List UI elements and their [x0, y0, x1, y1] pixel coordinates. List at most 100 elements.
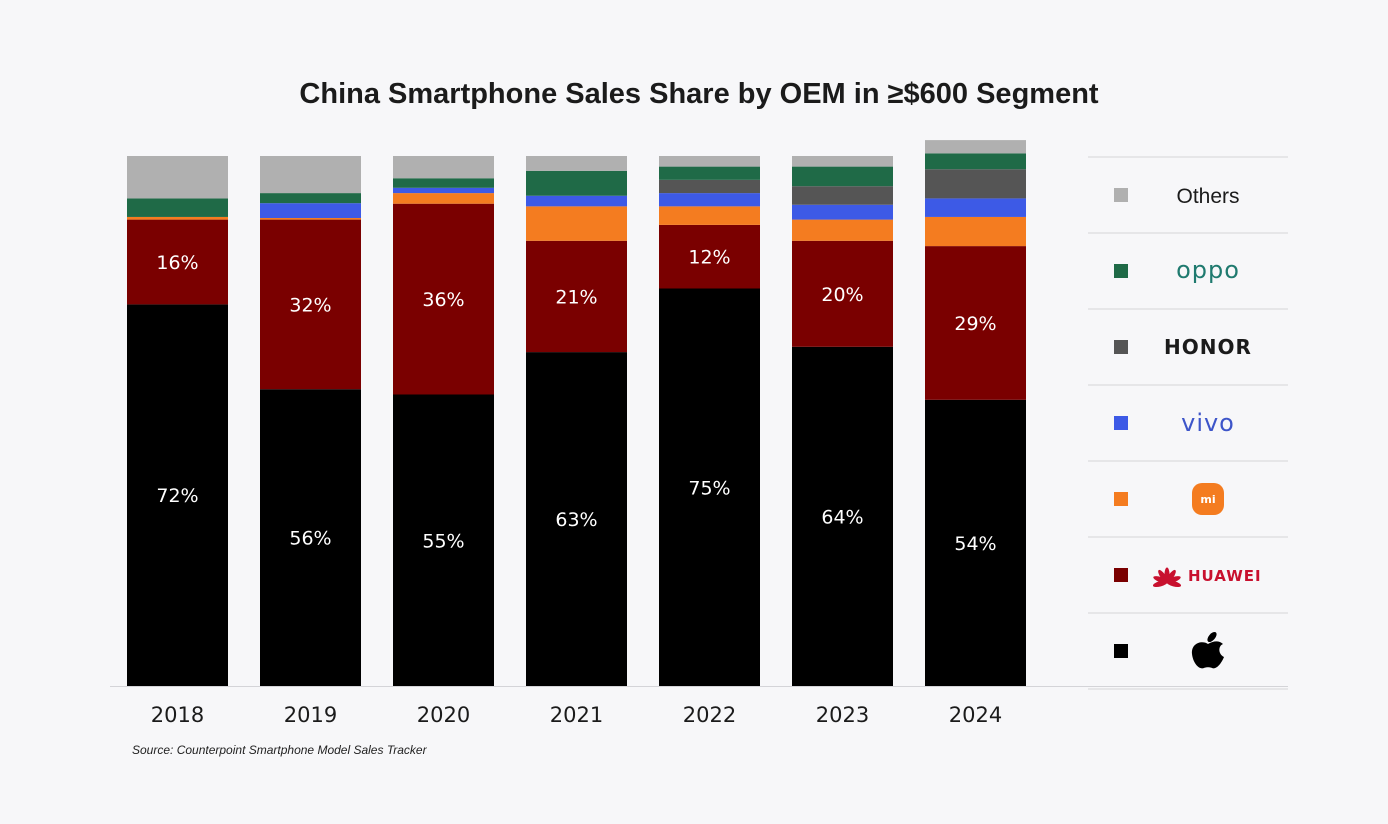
- bar-segment-huawei-2022: [659, 224, 760, 289]
- legend-swatch-xiaomi: [1114, 492, 1128, 506]
- legend-swatch-huawei: [1114, 568, 1128, 582]
- bar-segment-xiaomi-2022: [659, 206, 760, 225]
- data-label-huawei-2024: 29%: [954, 313, 996, 335]
- bar-segment-others-2021: [526, 156, 627, 171]
- chart-title: China Smartphone Sales Share by OEM in ≥…: [299, 78, 1098, 110]
- data-label-huawei-2019: 32%: [289, 294, 331, 316]
- bar-segment-oppo-2019: [260, 193, 361, 204]
- data-label-huawei-2021: 21%: [555, 286, 597, 308]
- x-tick-label-2022: 2022: [683, 703, 736, 727]
- bar-segment-apple-2021: [526, 352, 627, 686]
- bar-segment-oppo-2023: [792, 166, 893, 187]
- xiaomi-logo: mi: [1192, 483, 1224, 515]
- data-label-apple-2023: 64%: [821, 506, 863, 528]
- bar-segment-vivo-2020: [393, 187, 494, 194]
- bar-segment-others-2024: [925, 140, 1026, 154]
- data-label-apple-2018: 72%: [156, 485, 198, 507]
- oppo-logo: oppo: [1176, 256, 1240, 284]
- legend-item-huawei: HUAWEI: [1114, 567, 1262, 587]
- bar-segment-honor-2024: [925, 169, 1026, 199]
- bar-segment-oppo-2022: [659, 166, 760, 180]
- data-label-apple-2022: 75%: [688, 477, 730, 499]
- data-label-huawei-2020: 36%: [422, 289, 464, 311]
- bar-segment-vivo-2024: [925, 198, 1026, 217]
- legend-item-oppo: oppo: [1114, 256, 1240, 284]
- huawei-logo-text: HUAWEI: [1188, 567, 1262, 585]
- bar-segment-others-2022: [659, 156, 760, 167]
- bar-segment-huawei-2018: [127, 219, 228, 305]
- legend-swatch-vivo: [1114, 416, 1128, 430]
- bar-segment-others-2019: [260, 156, 361, 194]
- apple-logo-leaf: [1207, 631, 1217, 643]
- bar-segment-huawei-2023: [792, 240, 893, 347]
- bar-segment-vivo-2021: [526, 195, 627, 207]
- data-label-apple-2021: 63%: [555, 509, 597, 531]
- huawei-logo: HUAWEI: [1152, 567, 1262, 587]
- bar-segment-apple-2020: [393, 394, 494, 686]
- bar-segment-apple-2023: [792, 346, 893, 686]
- honor-logo: HONOR: [1164, 335, 1252, 359]
- data-labels-layer: 72% 16% 56% 32% 55% 36% 63% 21% 75% 12% 64% 20% 54% 2…: [156, 247, 996, 555]
- bar-segment-apple-2024: [925, 399, 1026, 686]
- bar-segment-xiaomi-2019: [260, 218, 361, 220]
- legend: Others oppo HONOR vivo mi HUAWEI: [1088, 156, 1288, 690]
- bar-segment-huawei-2024: [925, 246, 1026, 400]
- bar-segment-honor-2022: [659, 179, 760, 194]
- bar-segment-honor-2023: [792, 186, 893, 205]
- apple-logo: [1191, 631, 1224, 669]
- legend-item-apple: [1114, 631, 1224, 669]
- data-label-huawei-2018: 16%: [156, 252, 198, 274]
- bar-segment-huawei-2019: [260, 219, 361, 390]
- bar-segment-oppo-2018: [127, 198, 228, 217]
- legend-label-others: Others: [1176, 185, 1239, 208]
- bar-segment-xiaomi-2020: [393, 193, 494, 204]
- x-tick-label-2021: 2021: [550, 703, 603, 727]
- legend-item-honor: HONOR: [1114, 335, 1252, 359]
- x-tick-label-2019: 2019: [284, 703, 337, 727]
- bar-segment-xiaomi-2021: [526, 206, 627, 241]
- legend-swatch-honor: [1114, 340, 1128, 354]
- legend-item-others: Others: [1114, 185, 1240, 208]
- apple-logo-body: [1191, 641, 1224, 669]
- x-axis: 2018 2019 2020 2021 2022 2023 2024: [110, 686, 1288, 727]
- x-tick-label-2018: 2018: [151, 703, 204, 727]
- huawei-petal: [1152, 580, 1168, 587]
- bar-segment-apple-2022: [659, 288, 760, 686]
- bar-segment-oppo-2020: [393, 178, 494, 188]
- data-label-huawei-2022: 12%: [688, 247, 730, 269]
- data-label-apple-2024: 54%: [954, 533, 996, 555]
- bar-segment-vivo-2023: [792, 204, 893, 220]
- bar-segment-apple-2018: [127, 304, 228, 686]
- x-tick-label-2024: 2024: [949, 703, 1002, 727]
- legend-swatch-apple: [1114, 644, 1128, 658]
- data-label-huawei-2023: 20%: [821, 284, 863, 306]
- bars-layer: [127, 140, 1026, 686]
- legend-swatch-others: [1114, 188, 1128, 202]
- legend-item-vivo: vivo: [1114, 409, 1235, 437]
- data-label-apple-2020: 55%: [422, 530, 464, 552]
- x-tick-label-2020: 2020: [417, 703, 470, 727]
- x-tick-label-2023: 2023: [816, 703, 869, 727]
- vivo-logo: vivo: [1181, 409, 1235, 437]
- bar-segment-huawei-2020: [393, 203, 494, 395]
- bar-segment-others-2023: [792, 156, 893, 167]
- source-note: Source: Counterpoint Smartphone Model Sa…: [132, 743, 428, 757]
- bar-segment-oppo-2024: [925, 153, 1026, 170]
- xiaomi-logo-badge: [1192, 483, 1224, 515]
- huawei-petal: [1166, 580, 1182, 587]
- bar-segment-vivo-2019: [260, 203, 361, 219]
- bar-segment-huawei-2021: [526, 240, 627, 353]
- bar-segment-xiaomi-2023: [792, 219, 893, 241]
- bar-segment-oppo-2021: [526, 170, 627, 196]
- bar-segment-apple-2019: [260, 389, 361, 686]
- data-label-apple-2019: 56%: [289, 528, 331, 550]
- bar-segment-others-2020: [393, 156, 494, 179]
- bar-segment-xiaomi-2024: [925, 216, 1026, 247]
- bar-segment-others-2018: [127, 156, 228, 199]
- bar-segment-vivo-2022: [659, 193, 760, 207]
- legend-item-xiaomi: mi: [1114, 483, 1224, 515]
- xiaomi-logo-text: mi: [1200, 493, 1215, 506]
- legend-swatch-oppo: [1114, 264, 1128, 278]
- bar-segment-xiaomi-2018: [127, 216, 228, 220]
